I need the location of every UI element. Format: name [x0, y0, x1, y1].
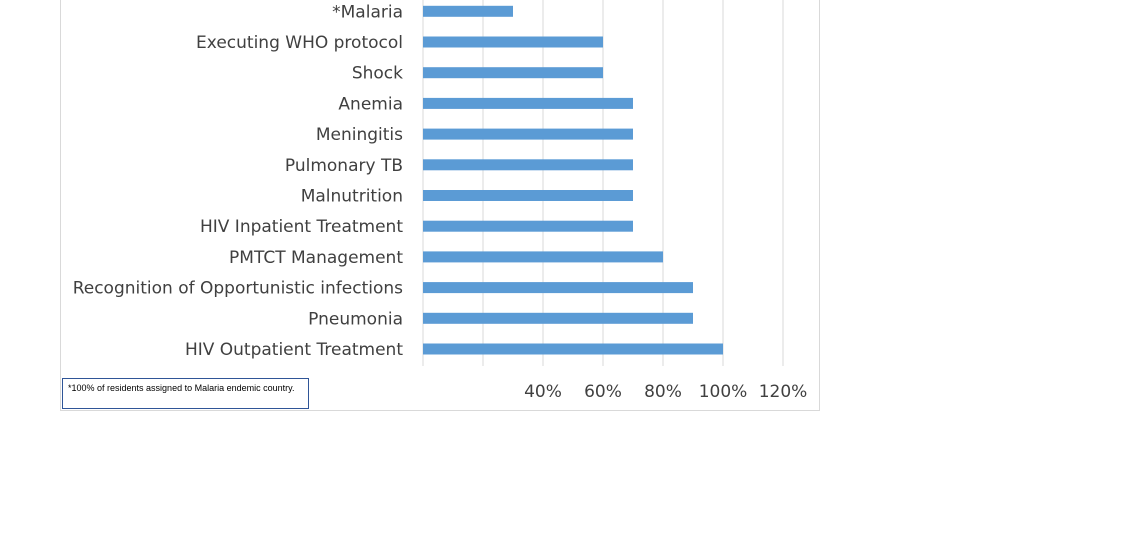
- category-label-11: *Malaria: [332, 2, 403, 22]
- bar-4: [423, 220, 633, 232]
- footnote-box: *100% of residents assigned to Malaria e…: [62, 378, 309, 409]
- bar-7: [423, 128, 633, 140]
- category-label-7: Meningitis: [316, 125, 403, 145]
- bar-8: [423, 97, 633, 109]
- category-label-6: Pulmonary TB: [285, 156, 403, 176]
- bar-2: [423, 282, 693, 294]
- tick-label-120: 120%: [759, 382, 808, 402]
- bar-5: [423, 190, 633, 201]
- tick-label-80: 80%: [644, 382, 682, 402]
- category-label-2: Recognition of Opportunistic infections: [73, 279, 403, 299]
- category-label-4: HIV Inpatient Treatment: [200, 217, 403, 237]
- category-label-0: HIV Outpatient Treatment: [185, 340, 403, 360]
- tick-label-40: 40%: [524, 382, 562, 402]
- category-label-3: PMTCT Management: [229, 248, 403, 268]
- bar-9: [423, 67, 603, 79]
- bar-6: [423, 159, 633, 171]
- tick-label-100: 100%: [699, 382, 748, 402]
- category-label-5: Malnutrition: [301, 187, 403, 207]
- bar-3: [423, 251, 663, 263]
- footnote-text: *100% of residents assigned to Malaria e…: [68, 383, 295, 393]
- bar-11: [423, 5, 513, 17]
- bar-10: [423, 36, 603, 48]
- category-label-1: Pneumonia: [308, 309, 403, 329]
- category-label-10: Executing WHO protocol: [196, 33, 403, 53]
- category-label-9: Shock: [352, 64, 403, 84]
- bar-0: [423, 343, 723, 355]
- bar-1: [423, 312, 693, 324]
- tick-label-60: 60%: [584, 382, 622, 402]
- category-label-8: Anemia: [338, 94, 403, 114]
